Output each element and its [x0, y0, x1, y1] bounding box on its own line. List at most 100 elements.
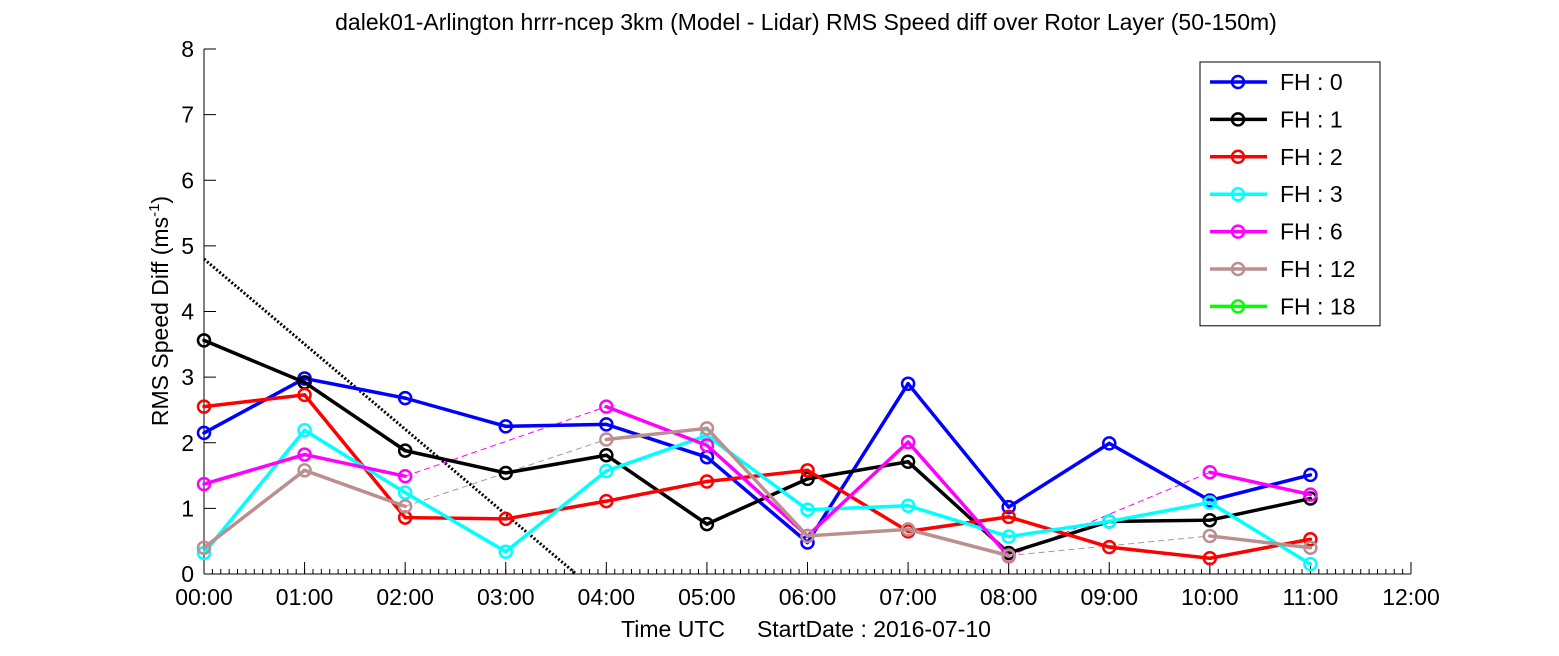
series-segment: [1208, 500, 1313, 566]
series-segment: [705, 468, 810, 484]
y-tick-label: 3: [181, 364, 194, 390]
series-segment: [1107, 500, 1212, 524]
data-point: [599, 417, 614, 432]
data-point: [196, 540, 212, 555]
series-segment: [302, 380, 407, 453]
legend-marker: [1230, 224, 1246, 239]
series-segment: [302, 428, 407, 495]
y-axis-label-main: RMS Speed Diff (ms: [147, 217, 173, 426]
data-point: [1102, 539, 1117, 555]
legend-marker: [1230, 186, 1246, 202]
data-point: [599, 463, 614, 479]
legend-marker: [1230, 74, 1246, 90]
data-point: [498, 511, 513, 527]
series-segment: [805, 527, 910, 538]
series-segment: [604, 433, 709, 473]
data-point: [397, 499, 413, 514]
series-segment: [504, 422, 609, 429]
data-point: [397, 390, 413, 406]
data-point: [1202, 465, 1218, 480]
series-segment: [1208, 496, 1313, 522]
x-tick-label: 12:00: [1382, 584, 1440, 610]
legend-label: FH : 2: [1280, 144, 1343, 170]
series-segment: [1208, 473, 1313, 503]
series-segment: [604, 479, 709, 503]
x-tick-label: 08:00: [980, 584, 1038, 610]
y-tick-label: 1: [181, 495, 194, 521]
series-segment: [805, 440, 910, 538]
data-point: [900, 434, 916, 450]
y-tick-label: 6: [181, 167, 194, 193]
series-segment: [1107, 545, 1212, 560]
series-segment: [202, 468, 307, 550]
series-segment: [805, 504, 910, 512]
legend-label: FH : 6: [1280, 219, 1343, 245]
data-point: [196, 399, 212, 414]
series-segment: [1208, 470, 1313, 497]
series-segment: [202, 428, 307, 555]
data-point: [196, 333, 212, 348]
series-segment: [906, 527, 1011, 558]
series-segment: [202, 338, 307, 385]
data-point: [1303, 487, 1318, 502]
data-point: [699, 516, 715, 532]
series-segment: [906, 381, 1011, 509]
series-segment: [1107, 518, 1212, 524]
data-point: [498, 544, 513, 559]
data-point: [1303, 556, 1318, 572]
x-tick-label: 07:00: [879, 584, 937, 610]
series-segment: [906, 440, 1011, 559]
y-axis-label-close: ): [147, 196, 173, 204]
y-tick-label: 0: [181, 561, 194, 587]
data-point: [900, 454, 916, 470]
x-tick-label: 02:00: [376, 584, 434, 610]
data-point: [1202, 495, 1218, 510]
series-segment: [705, 477, 810, 526]
data-point: [599, 493, 614, 509]
series-segment: [202, 393, 307, 409]
series-5: [196, 421, 1318, 563]
data-point: [1001, 499, 1016, 515]
series-3: [196, 423, 1318, 572]
x-tick-label: 06:00: [779, 584, 837, 610]
data-point: [699, 421, 715, 436]
series-segment: [906, 504, 1011, 539]
data-point: [1202, 551, 1218, 566]
data-point: [800, 528, 815, 544]
series-segment: [604, 426, 709, 442]
data-point: [397, 485, 413, 500]
series-segment: [504, 469, 609, 554]
gap-connector: [405, 438, 607, 507]
plot-axes: 0 1 2 3 4 5 6 7 8 00:00 01:00 02:00 03:00 04:00 05:00 0…: [175, 36, 1440, 610]
series-segment: [1006, 519, 1111, 539]
data-point: [297, 447, 312, 462]
series-segment: [805, 468, 910, 534]
x-tick-label: 11:00: [1282, 584, 1338, 610]
chart-title: dalek01-Arlington hrrr-ncep 3km (Model -…: [335, 9, 1277, 35]
series-segment: [604, 422, 709, 459]
x-axis-label: Time UTC StartDate : 2016-07-10: [621, 616, 991, 642]
data-point: [1102, 436, 1117, 451]
data-point: [1202, 528, 1218, 544]
legend-label: FH : 0: [1280, 69, 1343, 95]
series-segment: [202, 452, 307, 486]
data-point: [1202, 512, 1218, 528]
data-point: [599, 399, 614, 414]
data-point: [800, 502, 815, 517]
legend-label: FH : 18: [1280, 293, 1355, 319]
x-tick-label: 10:00: [1181, 584, 1239, 610]
series-segment: [805, 460, 910, 481]
legend-marker: [1230, 112, 1246, 127]
series-segment: [202, 376, 307, 435]
data-point: [1001, 529, 1016, 544]
data-point: [1303, 540, 1318, 555]
data-point: [1001, 509, 1016, 525]
data-point: [900, 498, 916, 513]
data-point: [599, 447, 614, 463]
data-point: [196, 476, 212, 492]
series-segment: [504, 453, 609, 475]
data-point: [297, 423, 312, 438]
data-point: [699, 474, 715, 489]
series-segment: [805, 381, 910, 545]
data-point: [1001, 548, 1016, 563]
